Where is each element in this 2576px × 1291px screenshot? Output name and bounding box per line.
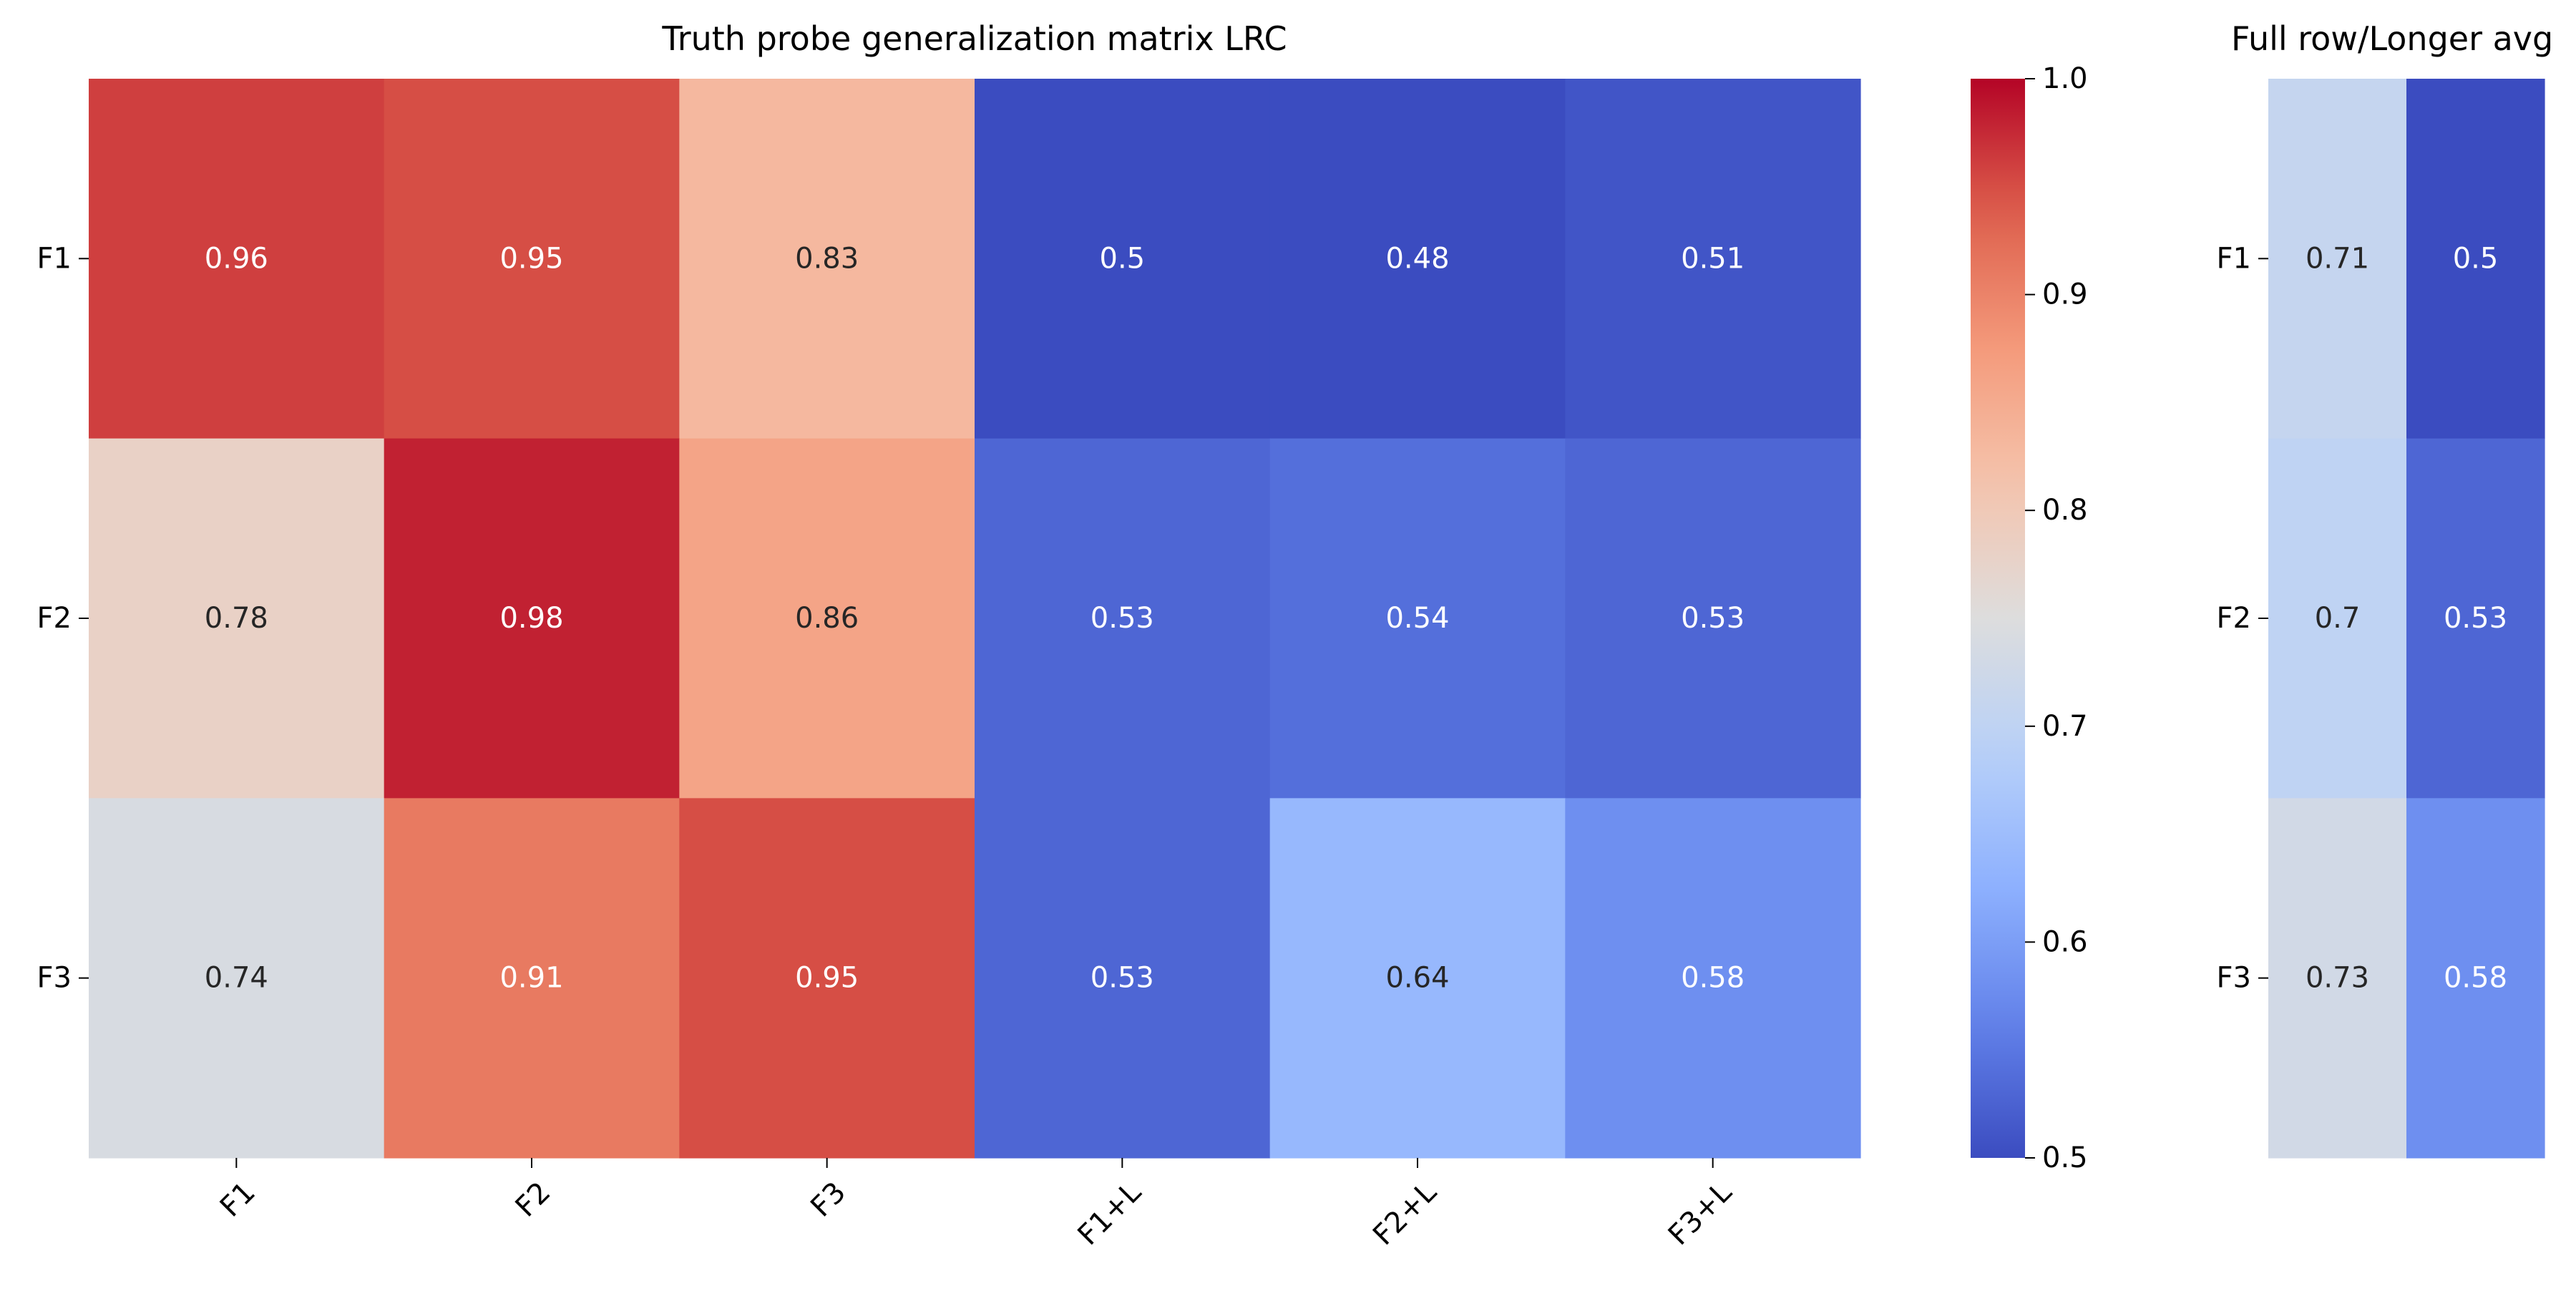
- heatmap-cell: [1565, 79, 1861, 439]
- heatmap-cell: [2406, 438, 2545, 799]
- cell-value-label: 0.7: [2315, 602, 2361, 635]
- heatmap-cell: [679, 438, 975, 799]
- heatmap-cell: [975, 798, 1271, 1159]
- y-tick-label: F1: [37, 242, 72, 275]
- x-tick-label: F2+L: [1367, 1175, 1443, 1252]
- heatmap-cell: [384, 438, 680, 799]
- heatmap-cell: [679, 79, 975, 439]
- cell-value-label: 0.5: [2453, 242, 2499, 275]
- cell-value-label: 0.54: [1385, 602, 1449, 635]
- cell-value-label: 0.48: [1385, 242, 1449, 275]
- heatmap-cell: [384, 798, 680, 1159]
- heatmap-cell: [1565, 798, 1861, 1159]
- heatmap-cell: [2268, 438, 2407, 799]
- cell-value-label: 0.5: [1100, 242, 1146, 275]
- heatmap-cell: [2268, 79, 2407, 439]
- x-tick-label: F1: [214, 1176, 262, 1224]
- cell-value-label: 0.73: [2306, 962, 2369, 995]
- heatmap-cell: [975, 79, 1271, 439]
- side-heatmap: 0.71 0.5 0.7 0.53 0.73 0.58 F1 F2 F3 Full row/Lon…: [2217, 19, 2553, 1159]
- heatmap-cell: [1565, 438, 1861, 799]
- cell-value-label: 0.95: [499, 242, 563, 275]
- heatmap-cell: [1269, 438, 1566, 799]
- cell-value-label: 0.53: [2444, 602, 2507, 635]
- chart-title: Full row/Longer avg: [2231, 19, 2553, 58]
- cell-value-label: 0.53: [1091, 602, 1154, 635]
- cell-value-label: 0.86: [795, 602, 859, 635]
- chart-title: Truth probe generalization matrix LRC: [661, 19, 1287, 58]
- y-tick-label: F3: [2217, 962, 2251, 995]
- y-tick-label: F3: [37, 962, 72, 995]
- y-tick-label: F1: [2217, 242, 2251, 275]
- colorbar-tick-label: 0.5: [2042, 1141, 2088, 1174]
- heatmap-cell: [2406, 798, 2545, 1159]
- y-tick-label: F2: [37, 602, 72, 635]
- heatmap-cell: [2268, 798, 2407, 1159]
- colorbar-tick-label: 0.8: [2042, 494, 2088, 527]
- cell-value-label: 0.53: [1681, 602, 1745, 635]
- x-tick-label: F2: [509, 1176, 557, 1224]
- heatmap-cell: [384, 79, 680, 439]
- x-tick-label: F1+L: [1072, 1175, 1148, 1252]
- cell-value-label: 0.58: [2444, 962, 2507, 995]
- colorbar-tick-label: 1.0: [2042, 62, 2088, 95]
- y-tick-label: F2: [2217, 602, 2251, 635]
- cell-value-label: 0.71: [2306, 242, 2369, 275]
- cell-value-label: 0.53: [1091, 962, 1154, 995]
- heatmap-cell: [89, 438, 385, 799]
- colorbar-tick-label: 0.7: [2042, 710, 2088, 743]
- heatmap-cell: [2406, 79, 2545, 439]
- cell-value-label: 0.95: [795, 962, 859, 995]
- cell-value-label: 0.78: [205, 602, 268, 635]
- cell-value-label: 0.96: [205, 242, 268, 275]
- main-heatmap: 0.96 0.95 0.83 0.5 0.48 0.51 0.78 0.98 0.86 0.53 0…: [37, 19, 1861, 1252]
- colorbar: 0.5 0.6 0.7 0.8 0.9 1.0: [1971, 62, 2088, 1174]
- cell-value-label: 0.98: [499, 602, 563, 635]
- colorbar-tick-label: 0.9: [2042, 278, 2088, 311]
- heatmap-cell: [1269, 79, 1566, 439]
- cell-value-label: 0.64: [1385, 962, 1449, 995]
- colorbar-tick-label: 0.6: [2042, 925, 2088, 958]
- cell-value-label: 0.51: [1681, 242, 1745, 275]
- x-tick-label: F3+L: [1662, 1175, 1739, 1252]
- cell-value-label: 0.74: [205, 962, 268, 995]
- x-tick-label: F3: [804, 1176, 852, 1224]
- cell-value-label: 0.91: [499, 962, 563, 995]
- heatmap-cell: [89, 79, 385, 439]
- heatmap-cell: [975, 438, 1271, 799]
- heatmap-cell: [89, 798, 385, 1159]
- cell-value-label: 0.83: [795, 242, 859, 275]
- heatmap-cell: [679, 798, 975, 1159]
- heatmap-cell: [1269, 798, 1566, 1159]
- colorbar-gradient: [1971, 79, 2025, 1158]
- cell-value-label: 0.58: [1681, 962, 1745, 995]
